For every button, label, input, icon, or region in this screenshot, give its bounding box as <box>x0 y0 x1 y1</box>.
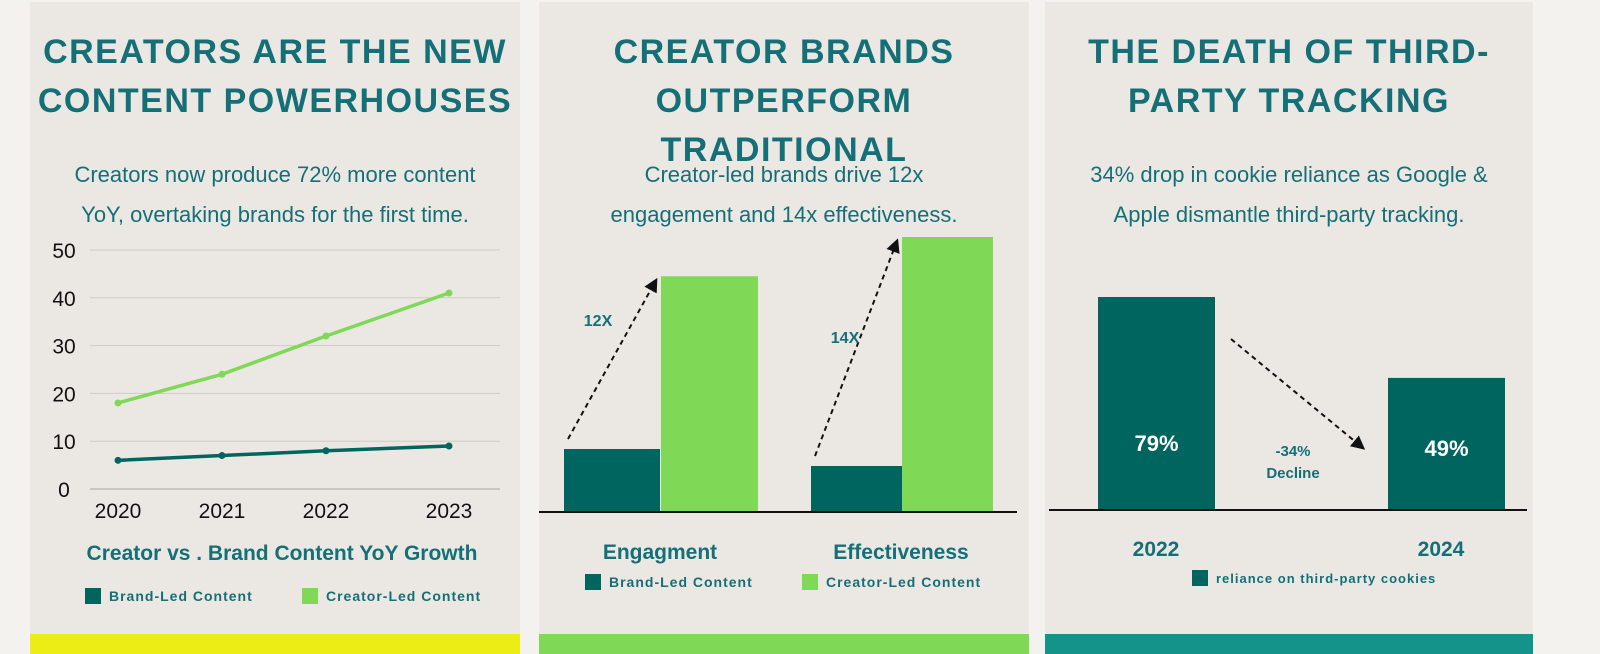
subtitle-line: 34% drop in cookie reliance as Google & <box>1090 162 1488 187</box>
bar-cookies <box>1388 377 1505 510</box>
title-line: CREATORS ARE THE NEW <box>43 33 507 71</box>
value-label: 79% <box>1134 431 1178 456</box>
legend-item-cookies: reliance on third-party cookies <box>1192 570 1436 586</box>
growth-arrow <box>567 277 658 440</box>
decline-arrow <box>1230 338 1366 450</box>
accent-bar <box>1045 634 1533 654</box>
data-point <box>322 447 330 455</box>
subtitle-line: Apple dismantle third-party tracking. <box>1113 202 1465 227</box>
panel-subtitle: Creator-led brands drive 12x engagement … <box>539 155 1029 235</box>
y-tick-label: 30 <box>52 336 75 359</box>
data-point <box>114 456 122 464</box>
panel-subtitle: 34% drop in cookie reliance as Google & … <box>1045 155 1533 235</box>
legend-swatch-creator <box>802 574 818 590</box>
panel-title: CREATORS ARE THE NEW CONTENT POWERHOUSES <box>30 28 520 126</box>
data-point <box>322 332 330 340</box>
bar-creator <box>661 276 758 512</box>
x-tick-label: Engagment <box>603 541 717 564</box>
subtitle-line: YoY, overtaking brands for the first tim… <box>81 202 469 227</box>
annotation-label: -34% <box>1275 443 1310 460</box>
title-line: CONTENT POWERHOUSES <box>37 82 513 120</box>
legend-item-creator: Creator-Led Content <box>302 588 481 604</box>
x-tick-label: 2023 <box>426 500 473 523</box>
x-tick-label: 2020 <box>95 500 142 523</box>
subtitle-line: Creator-led brands drive 12x <box>644 162 924 187</box>
y-tick-label: 40 <box>52 288 75 311</box>
growth-arrow <box>814 238 900 457</box>
line-chart: 0 10 20 30 40 50 2020 2021 2022 2023 Creator vs . … <box>52 240 500 565</box>
panel-title: CREATOR BRANDS OUTPERFORM TRADITIONAL <box>539 28 1029 175</box>
legend-swatch-cookies <box>1192 570 1208 586</box>
bar-brand <box>564 449 660 512</box>
subtitle-line: Creators now produce 72% more content <box>74 162 476 187</box>
bar-brand <box>811 466 907 512</box>
panel-title: THE DEATH OF THIRD- PARTY TRACKING <box>1045 28 1533 126</box>
title-line: PARTY TRACKING <box>1128 82 1450 120</box>
legend-label: reliance on third-party cookies <box>1216 570 1437 586</box>
bar-chart: 12X Engagment 14X Effectiveness <box>539 237 1017 564</box>
annotation-label: 12X <box>584 313 613 330</box>
data-point <box>445 442 453 450</box>
y-tick-label: 10 <box>52 431 75 454</box>
y-tick-label: 50 <box>52 240 75 263</box>
legend-label: Brand-Led Content <box>109 588 253 604</box>
x-tick-label: 2022 <box>1133 538 1180 561</box>
data-point <box>218 370 226 378</box>
x-tick-label: 2021 <box>199 500 246 523</box>
series-line <box>117 444 450 463</box>
legend-label: Brand-Led Content <box>609 574 753 590</box>
accent-bar <box>30 634 520 654</box>
title-line: OUTPERFORM TRADITIONAL <box>655 82 913 169</box>
y-tick-label: 0 <box>58 479 70 502</box>
value-label: 49% <box>1424 436 1468 461</box>
chart-title: Creator vs . Brand Content YoY Growth <box>87 542 478 565</box>
panel-creator-content: CREATORS ARE THE NEW CONTENT POWERHOUSES… <box>30 2 520 654</box>
legend-swatch-brand <box>85 588 101 604</box>
legend-item-creator: Creator-Led Content <box>802 574 981 590</box>
x-tick-label: 2022 <box>303 500 350 523</box>
x-tick-label: Effectiveness <box>833 541 968 564</box>
data-point <box>445 289 453 297</box>
bar-creator <box>902 237 993 512</box>
legend-label: Creator-Led Content <box>326 588 482 604</box>
bar-cookies <box>1098 297 1215 510</box>
data-point <box>218 452 226 460</box>
accent-bar <box>539 634 1029 654</box>
y-tick-label: 20 <box>52 383 75 406</box>
bar-chart: 79% 2022 49% 2024 -34% Decline <box>1049 297 1527 561</box>
legend-item-brand: Brand-Led Content <box>585 574 753 590</box>
data-point <box>114 399 122 407</box>
annotation-label: Decline <box>1266 465 1319 482</box>
title-line: THE DEATH OF THIRD- <box>1088 33 1490 71</box>
legend-swatch-creator <box>302 588 318 604</box>
series-line <box>117 291 450 405</box>
legend-swatch-brand <box>585 574 601 590</box>
panel-third-party-tracking: THE DEATH OF THIRD- PARTY TRACKING 34% d… <box>1045 2 1533 654</box>
subtitle-line: engagement and 14x effectiveness. <box>610 202 958 227</box>
legend-label: Creator-Led Content <box>826 574 982 590</box>
panel-creator-brands: CREATOR BRANDS OUTPERFORM TRADITIONAL Cr… <box>539 2 1029 654</box>
annotation-label: 14X <box>831 330 860 347</box>
title-line: CREATOR BRANDS <box>613 33 955 71</box>
x-tick-label: 2024 <box>1418 538 1465 561</box>
legend-item-brand: Brand-Led Content <box>85 588 253 604</box>
panel-subtitle: Creators now produce 72% more content Yo… <box>30 155 520 235</box>
